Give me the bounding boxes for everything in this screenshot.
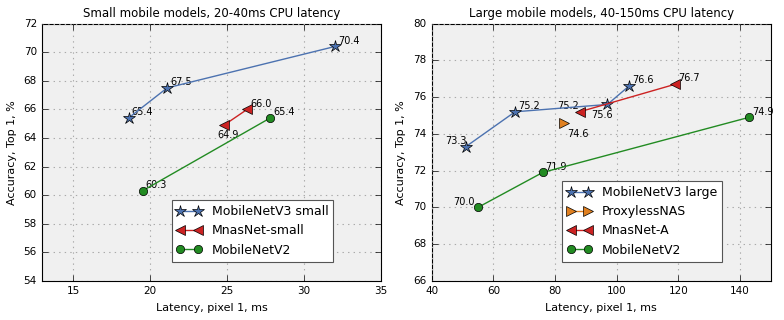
MobileNetV2: [474, 205, 483, 209]
Text: 74.6: 74.6: [567, 129, 589, 139]
Text: 60.3: 60.3: [145, 180, 167, 190]
MnasNet-small: [242, 108, 252, 111]
Text: 76.7: 76.7: [678, 74, 699, 84]
MobileNetV3 small: [162, 86, 172, 90]
Line: MobileNetV2: MobileNetV2: [474, 113, 753, 212]
MobileNetV3 large: [510, 110, 520, 114]
Text: 76.6: 76.6: [632, 75, 653, 85]
X-axis label: Latency, pixel 1, ms: Latency, pixel 1, ms: [156, 303, 267, 313]
MobileNetV3 small: [124, 116, 133, 120]
MobileNetV3 large: [624, 84, 633, 88]
Text: 73.3: 73.3: [445, 136, 466, 146]
Legend: MobileNetV3 large, ProxylessNAS, MnasNet-A, MobileNetV2: MobileNetV3 large, ProxylessNAS, MnasNet…: [562, 181, 722, 262]
Title: Large mobile models, 40-150ms CPU latency: Large mobile models, 40-150ms CPU latenc…: [469, 7, 734, 20]
Text: 66.0: 66.0: [250, 99, 271, 108]
Text: 75.6: 75.6: [591, 110, 612, 120]
Text: 70.4: 70.4: [338, 36, 359, 46]
Line: MnasNet-small: MnasNet-small: [220, 105, 252, 130]
MobileNetV2: [538, 171, 547, 174]
MobileNetV3 large: [461, 145, 470, 148]
Text: 64.9: 64.9: [217, 130, 238, 140]
MobileNetV3 large: [603, 102, 612, 106]
Y-axis label: Accuracy, Top 1, %: Accuracy, Top 1, %: [396, 100, 406, 204]
MobileNetV2: [744, 116, 753, 119]
MnasNet-A: [575, 110, 584, 114]
Text: 65.4: 65.4: [132, 107, 153, 117]
Text: 74.9: 74.9: [752, 107, 773, 116]
Text: 75.2: 75.2: [557, 101, 579, 111]
Text: 70.0: 70.0: [453, 196, 474, 207]
MobileNetV3 small: [330, 44, 339, 48]
Text: 75.2: 75.2: [517, 101, 539, 111]
MnasNet-small: [220, 123, 229, 127]
Legend: MobileNetV3 small, MnasNet-small, MobileNetV2: MobileNetV3 small, MnasNet-small, Mobile…: [172, 200, 333, 262]
Text: 67.5: 67.5: [170, 77, 191, 87]
X-axis label: Latency, pixel 1, ms: Latency, pixel 1, ms: [546, 303, 657, 313]
Line: MobileNetV3 large: MobileNetV3 large: [459, 80, 635, 153]
Line: MnasNet-A: MnasNet-A: [575, 79, 680, 117]
Line: MobileNetV3 small: MobileNetV3 small: [122, 40, 341, 124]
MobileNetV2: [138, 189, 147, 193]
Y-axis label: Accuracy, Top 1, %: Accuracy, Top 1, %: [7, 100, 16, 204]
MnasNet-A: [670, 82, 680, 86]
Text: 65.4: 65.4: [273, 107, 295, 117]
Line: MobileNetV2: MobileNetV2: [138, 114, 274, 195]
Text: 71.9: 71.9: [546, 162, 567, 172]
MobileNetV2: [266, 116, 275, 120]
Title: Small mobile models, 20-40ms CPU latency: Small mobile models, 20-40ms CPU latency: [83, 7, 340, 20]
